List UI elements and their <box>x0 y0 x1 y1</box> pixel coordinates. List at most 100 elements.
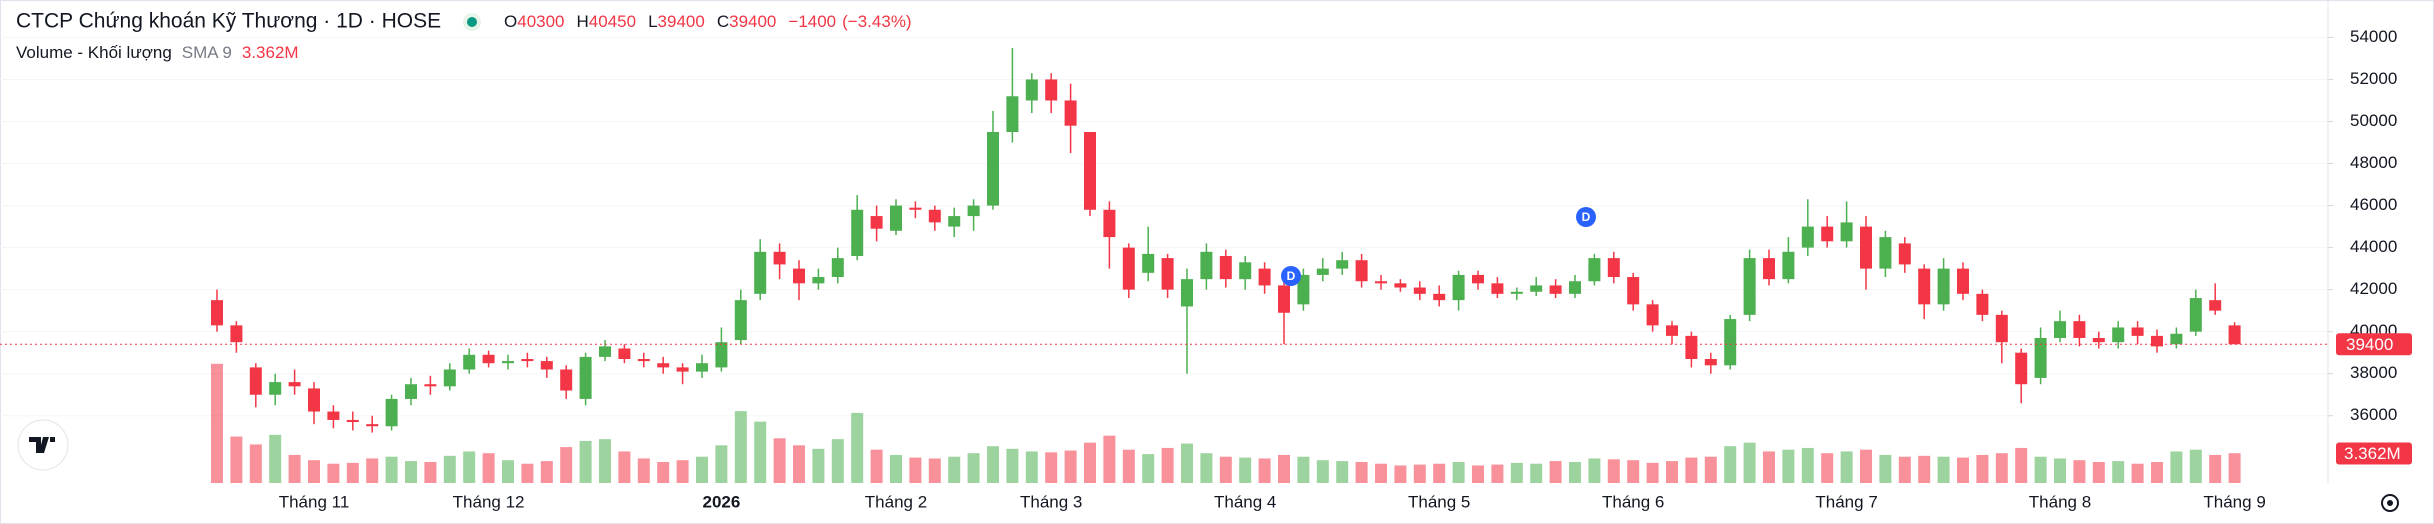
y-tick-label: 38000 <box>2350 363 2397 382</box>
volume-bar <box>1898 456 1911 483</box>
gear-icon[interactable] <box>2381 494 2399 512</box>
volume-bar <box>1181 443 1193 483</box>
candle-body <box>1394 283 1407 288</box>
gear-center <box>2387 500 2393 506</box>
candle-body <box>540 361 553 370</box>
candle-body <box>1142 253 1155 273</box>
candle-body <box>637 358 650 362</box>
candle-body <box>1122 247 1135 290</box>
volume-bar <box>540 461 553 483</box>
volume-bar <box>2131 463 2144 483</box>
volume-bar <box>308 460 320 483</box>
candle-body <box>2228 325 2241 345</box>
volume-bar <box>1239 457 1252 483</box>
volume-bar <box>1064 450 1077 483</box>
candle-body <box>812 277 825 284</box>
candle-body <box>1937 268 1950 305</box>
change: −1400 <box>788 12 836 31</box>
volume-bar <box>1530 463 1543 483</box>
candle-body <box>230 325 243 343</box>
volume-bar <box>1627 460 1640 483</box>
candle-body <box>502 361 514 364</box>
ohlc-value: 39400 <box>729 12 776 31</box>
ohlc-legend: O40300 H40450 L39400 C39400 −1400 (−3.43%) <box>504 12 912 31</box>
volume-bar <box>1879 454 1892 483</box>
x-tick-label: Tháng 8 <box>2029 492 2091 511</box>
candle-body <box>405 384 417 399</box>
volume-bar <box>1297 456 1310 483</box>
x-tick-label: Tháng 7 <box>1815 492 1877 511</box>
settings-button[interactable] <box>2381 494 2399 512</box>
volume-bar <box>696 456 708 483</box>
volume-bar <box>211 363 223 483</box>
candle-body <box>1821 226 1834 242</box>
candle-body <box>463 354 476 370</box>
volume-bar <box>1860 449 1872 483</box>
candle-body <box>1743 258 1756 315</box>
volume-tag-text: 3.362M <box>2344 444 2401 463</box>
sma-label: SMA 9 <box>182 43 232 62</box>
volume-legend: Volume - Khối lượng SMA 9 3.362M <box>16 43 299 62</box>
candle-body <box>696 363 708 372</box>
candle-body <box>1491 283 1504 294</box>
volume-bar <box>502 460 514 483</box>
ohlc-value: 39400 <box>658 12 705 31</box>
volume-bar <box>1336 461 1349 483</box>
volume-bar <box>1724 446 1737 483</box>
candle-body <box>1413 287 1426 294</box>
volume-bar <box>715 445 728 483</box>
symbol-title: CTCP Chứng khoán Kỹ Thương · 1D · HOSE <box>16 10 441 33</box>
volume-bar <box>1510 462 1523 483</box>
volume-bar <box>1452 461 1465 483</box>
volume-bar <box>2112 461 2125 483</box>
candle-body <box>754 251 767 294</box>
dividend-label: D <box>1287 269 1296 283</box>
volume-bar <box>1840 451 1853 483</box>
candle-body <box>1976 293 1989 315</box>
volume-bar <box>269 434 282 483</box>
ohlc-key: O <box>504 12 517 31</box>
volume-bar <box>2073 460 2086 483</box>
ohlc-key: H <box>577 12 589 31</box>
candle-body <box>1375 281 1387 284</box>
volume-bar <box>579 440 592 483</box>
dividend-marker[interactable] <box>1576 207 1596 227</box>
volume-bar <box>1394 465 1407 483</box>
logo-mark <box>29 437 55 453</box>
candle-body <box>1569 281 1581 294</box>
volume-bar <box>2015 447 2028 483</box>
candle-body <box>1607 258 1620 278</box>
candle-body <box>618 348 631 359</box>
candle-body <box>521 358 534 362</box>
volume-bar <box>1355 461 1368 483</box>
candle-body <box>1763 258 1775 280</box>
x-tick-label: Tháng 9 <box>2203 492 2265 511</box>
candle-body <box>1316 268 1329 275</box>
volume-bar <box>2054 458 2066 483</box>
candle-body <box>1627 277 1640 305</box>
dividend-marker[interactable] <box>1281 266 1301 286</box>
candle-body <box>2092 337 2105 343</box>
volume-bar <box>443 455 456 483</box>
volume-bar <box>1491 464 1504 483</box>
volume-bar <box>618 451 631 483</box>
y-tick-label: 48000 <box>2350 153 2397 172</box>
volume-bar <box>521 463 534 483</box>
y-tick-label: 42000 <box>2350 279 2397 298</box>
candle-body <box>1006 96 1019 133</box>
volume-bar <box>1200 453 1213 483</box>
candle-body <box>1103 209 1116 238</box>
volume-bar <box>1278 454 1290 483</box>
volume-bar <box>948 456 961 483</box>
volume-bar <box>1472 465 1484 483</box>
volume-bar <box>812 448 825 483</box>
candle-body <box>676 367 689 372</box>
volume-bar <box>1666 461 1678 483</box>
volume-bar <box>831 439 844 483</box>
candle-body <box>1704 358 1717 366</box>
candle-body <box>1957 268 1969 294</box>
tradingview-logo[interactable] <box>17 419 69 471</box>
candle-body <box>482 354 495 364</box>
volume-bar <box>851 412 864 483</box>
